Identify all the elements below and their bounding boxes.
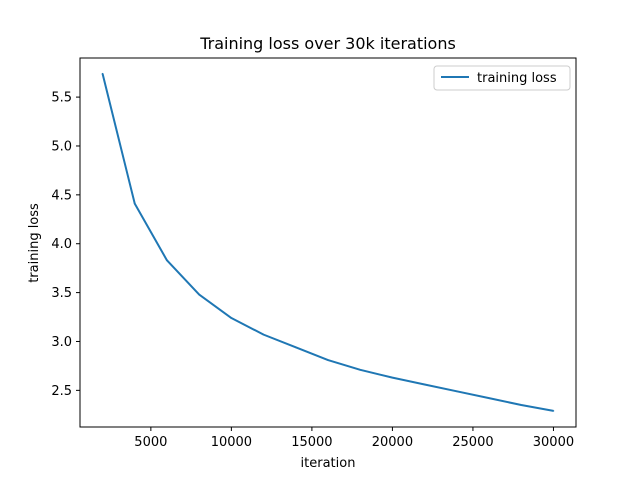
y-tick-label: 3.5 — [51, 286, 72, 301]
y-axis-ticks: 2.5 3.0 3.5 4.0 4.5 5.0 5.5 — [51, 91, 80, 399]
data-point — [294, 346, 297, 349]
x-axis-ticks: 5000 10000 15000 20000 25000 30000 — [134, 427, 574, 450]
x-tick-label: 30000 — [533, 435, 574, 450]
x-tick-label: 25000 — [452, 435, 493, 450]
x-tick-label: 5000 — [134, 435, 167, 450]
data-point — [101, 72, 104, 75]
data-point — [327, 359, 329, 361]
x-tick-label: 20000 — [372, 435, 413, 450]
y-tick-label: 4.5 — [51, 188, 72, 203]
data-point — [133, 202, 136, 205]
data-point — [456, 390, 458, 393]
plot-area — [80, 58, 576, 427]
x-axis-label: iteration — [301, 456, 356, 471]
data-point — [391, 376, 394, 379]
legend-label: training loss — [477, 71, 557, 86]
plot-frame — [79, 57, 577, 428]
y-tick-label: 5.5 — [51, 91, 72, 106]
data-point — [230, 317, 233, 319]
data-point — [166, 259, 168, 262]
data-point — [552, 410, 555, 412]
y-tick-label: 3.0 — [51, 335, 72, 350]
y-axis-label: training loss — [27, 203, 42, 283]
data-point — [262, 333, 265, 336]
y-tick-label: 5.0 — [51, 139, 72, 154]
x-tick-label: 15000 — [291, 435, 332, 450]
data-point — [198, 293, 200, 296]
data-point — [359, 369, 362, 371]
series-layer — [101, 72, 555, 412]
y-tick-label: 4.0 — [51, 237, 72, 252]
legend: training loss — [433, 65, 571, 91]
chart-title: Training loss over 30k iterations — [199, 34, 456, 53]
data-point — [488, 397, 490, 399]
data-point — [423, 383, 426, 386]
data-point — [520, 404, 523, 406]
legend-box — [433, 65, 571, 91]
x-tick-label: 10000 — [211, 435, 252, 450]
y-tick-label: 2.5 — [51, 384, 72, 399]
